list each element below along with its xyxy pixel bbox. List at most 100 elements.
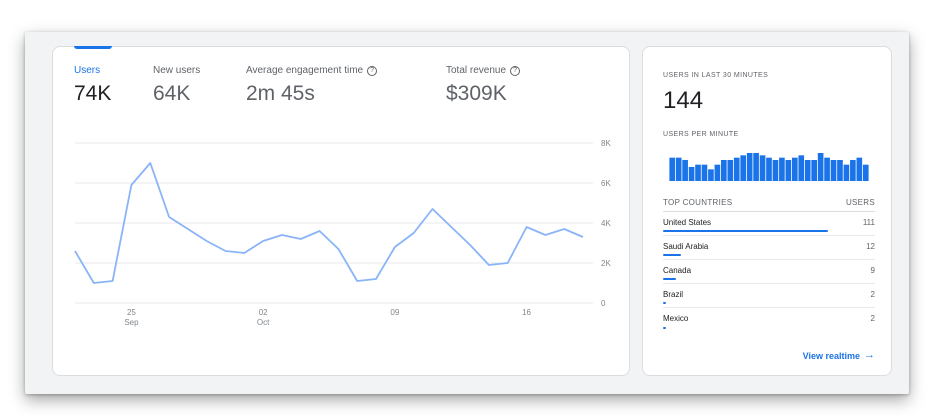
- data-point[interactable]: [487, 263, 491, 267]
- data-point[interactable]: [73, 249, 77, 253]
- country-users-bar: [663, 302, 666, 304]
- y-tick-label: 6K: [601, 179, 611, 188]
- data-point[interactable]: [223, 249, 227, 253]
- data-point[interactable]: [336, 247, 340, 251]
- metric-tab-total-revenue[interactable]: Total revenue ? $309K: [446, 65, 521, 106]
- screenshot-frame: Users 74K New users 64K Average engageme…: [25, 32, 909, 394]
- metric-value: $309K: [446, 82, 507, 105]
- view-realtime-link[interactable]: View realtime →: [803, 350, 875, 361]
- y-tick-label: 2K: [601, 259, 611, 268]
- metric-label: New users: [153, 65, 201, 76]
- per-minute-bar: [753, 153, 759, 181]
- data-point[interactable]: [506, 261, 510, 265]
- arrow-right-icon: →: [864, 349, 875, 361]
- realtime-title: USERS IN LAST 30 MINUTES: [663, 72, 769, 79]
- data-point[interactable]: [148, 161, 152, 165]
- per-minute-bar: [695, 164, 701, 181]
- country-name: Saudi Arabia: [663, 242, 709, 251]
- data-point[interactable]: [280, 233, 284, 237]
- data-point[interactable]: [317, 229, 321, 233]
- per-minute-bar: [804, 160, 811, 181]
- country-users: 111: [862, 218, 875, 227]
- metric-tab-users[interactable]: Users 74K: [74, 65, 111, 106]
- data-point[interactable]: [430, 207, 434, 211]
- x-tick-month-label: Sep: [124, 318, 139, 327]
- data-point[interactable]: [411, 231, 415, 235]
- country-users: 2: [870, 290, 875, 299]
- users-column-header: USERS: [845, 198, 875, 207]
- data-point[interactable]: [524, 225, 528, 229]
- country-name: United States: [663, 218, 712, 227]
- per-minute-bar: [746, 153, 753, 181]
- per-minute-bar: [798, 155, 805, 181]
- data-point[interactable]: [581, 235, 585, 239]
- data-point[interactable]: [468, 243, 472, 247]
- country-users: 9: [870, 266, 875, 275]
- data-point[interactable]: [110, 279, 114, 283]
- help-icon[interactable]: ?: [510, 65, 521, 76]
- data-point[interactable]: [186, 227, 190, 231]
- data-point[interactable]: [129, 183, 133, 187]
- per-minute-bar: [766, 157, 772, 181]
- per-minute-bar: [682, 160, 688, 181]
- country-users-bar: [663, 278, 677, 280]
- y-tick-label: 4K: [601, 219, 611, 228]
- metric-label: Total revenue ?: [446, 65, 521, 76]
- overview-card: Users 74K New users 64K Average engageme…: [52, 46, 630, 376]
- country-row: Brazil 2: [663, 284, 875, 308]
- per-minute-bar: [791, 157, 798, 181]
- data-point[interactable]: [167, 215, 171, 219]
- per-minute-bar: [850, 160, 856, 181]
- per-minute-bar: [843, 164, 850, 181]
- data-point[interactable]: [92, 281, 96, 285]
- per-minute-bar: [785, 160, 792, 181]
- country-users-bar: [663, 254, 681, 256]
- metric-label: Users: [74, 65, 101, 76]
- data-point[interactable]: [261, 239, 265, 243]
- metric-tab-engagement-time[interactable]: Average engagement time ? 2m 45s: [246, 65, 378, 106]
- realtime-card: USERS IN LAST 30 MINUTES 144 USERS PER M…: [642, 46, 892, 376]
- country-row: Canada 9: [663, 260, 875, 284]
- per-minute-bar: [779, 157, 785, 181]
- per-minute-bar: [830, 160, 837, 181]
- top-countries-table: TOP COUNTRIES USERS United States 111 Saud…: [663, 198, 875, 332]
- data-point[interactable]: [393, 245, 397, 249]
- help-icon[interactable]: ?: [367, 65, 378, 76]
- per-minute-bar: [708, 169, 714, 181]
- country-row: Saudi Arabia 12: [663, 236, 875, 260]
- countries-column-header: TOP COUNTRIES: [663, 198, 733, 207]
- country-name: Brazil: [663, 290, 684, 299]
- data-point[interactable]: [355, 279, 359, 283]
- country-name: Canada: [663, 266, 692, 275]
- selected-tab-indicator: [74, 46, 112, 49]
- per-minute-bar: [669, 157, 676, 181]
- per-minute-bar: [862, 164, 869, 181]
- data-point[interactable]: [449, 225, 453, 229]
- data-point[interactable]: [562, 227, 566, 231]
- series-line-users: [74, 162, 584, 284]
- per-minute-bar: [837, 160, 843, 181]
- per-minute-bar: [824, 157, 830, 181]
- x-tick-month-label: Oct: [257, 318, 270, 327]
- per-minute-bar: [740, 155, 747, 181]
- per-minute-bar: [856, 157, 863, 181]
- x-tick-label: 02: [259, 308, 268, 317]
- country-row: United States 111: [663, 212, 875, 236]
- data-point[interactable]: [299, 237, 303, 241]
- per-minute-bar: [675, 157, 682, 181]
- metric-tab-new-users[interactable]: New users 64K: [153, 65, 200, 106]
- y-tick-label: 0: [601, 299, 606, 308]
- data-point[interactable]: [543, 233, 547, 237]
- data-point[interactable]: [374, 277, 378, 281]
- country-users-bar: [663, 230, 828, 232]
- x-tick-label: 25: [127, 308, 136, 317]
- per-minute-bar: [772, 160, 779, 181]
- users-per-minute-label: USERS PER MINUTE: [663, 131, 739, 138]
- top-countries-header: TOP COUNTRIES USERS: [663, 198, 875, 212]
- data-point[interactable]: [205, 239, 209, 243]
- per-minute-bar: [688, 167, 695, 181]
- data-point[interactable]: [242, 251, 246, 255]
- metric-label: Average engagement time ?: [246, 65, 378, 76]
- per-minute-bar: [733, 157, 740, 181]
